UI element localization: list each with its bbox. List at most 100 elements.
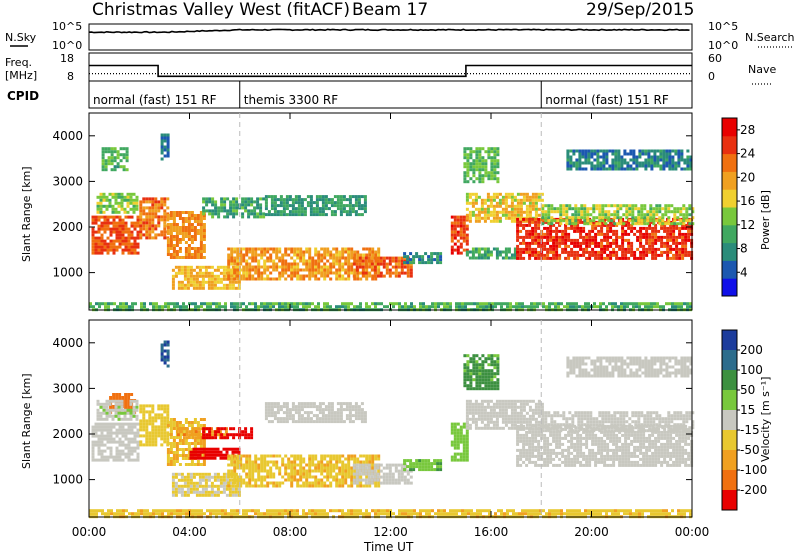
range-gate-cell — [228, 283, 232, 287]
range-gate-cell — [196, 214, 200, 217]
range-gate-cell — [593, 158, 597, 162]
range-gate-cell — [308, 481, 312, 485]
range-gate-cell — [684, 223, 688, 227]
range-gate-cell — [172, 463, 176, 466]
range-gate-cell — [356, 484, 360, 488]
range-gate-cell — [681, 223, 685, 227]
range-gate-cell — [662, 305, 665, 309]
range-gate-cell — [225, 478, 229, 482]
range-gate-cell — [248, 469, 252, 473]
range-gate-cell — [534, 226, 538, 230]
range-gate-cell — [210, 265, 214, 269]
range-gate-cell — [675, 241, 679, 245]
range-gate-cell — [666, 250, 670, 254]
range-gate-cell — [338, 481, 342, 485]
range-gate-cell — [657, 253, 661, 257]
range-gate-cell — [166, 142, 170, 146]
range-gate-cell — [486, 207, 490, 211]
range-gate-cell — [151, 212, 155, 216]
range-gate-cell — [291, 207, 295, 211]
range-gate-cell — [287, 305, 290, 309]
range-gate-cell — [620, 305, 623, 309]
range-gate-cell — [100, 458, 104, 462]
range-gate-cell — [247, 200, 251, 204]
range-gate-cell — [541, 222, 545, 226]
range-gate-cell — [465, 195, 469, 199]
range-gate-cell — [623, 161, 627, 165]
range-gate-cell — [160, 157, 164, 161]
range-gate-cell — [272, 472, 276, 476]
range-gate-cell — [493, 168, 497, 172]
range-gate-cell — [338, 466, 342, 470]
range-gate-cell — [183, 283, 187, 287]
range-gate-cell — [645, 226, 649, 230]
range-gate-cell — [166, 442, 170, 445]
range-gate-cell — [197, 436, 201, 440]
range-gate-cell — [233, 277, 237, 281]
range-gate-cell — [552, 229, 556, 233]
range-gate-cell — [262, 197, 266, 201]
range-gate-cell — [299, 469, 303, 473]
range-gate-cell — [418, 261, 422, 265]
range-gate-cell — [290, 484, 294, 488]
range-gate-cell — [263, 454, 267, 458]
range-gate-cell — [177, 487, 181, 491]
range-gate-cell — [668, 167, 672, 171]
range-gate-cell — [385, 268, 389, 272]
range-gate-cell — [145, 233, 149, 237]
range-gate-cell — [478, 147, 482, 151]
range-gate-cell — [495, 213, 499, 217]
range-gate-cell — [555, 241, 559, 245]
range-gate-cell — [290, 454, 294, 458]
range-gate-cell — [166, 421, 170, 424]
range-gate-cell — [207, 271, 211, 275]
range-gate-cell — [305, 268, 309, 272]
range-gate-cell — [492, 216, 496, 220]
range-gate-cell — [99, 198, 103, 202]
range-gate-cell — [100, 449, 104, 453]
range-gate-cell — [181, 238, 185, 241]
range-gate-cell — [341, 305, 344, 309]
range-gate-cell — [549, 235, 553, 239]
range-gate-cell — [628, 207, 632, 211]
range-gate-cell — [665, 149, 669, 153]
range-gate-cell — [275, 250, 279, 254]
range-gate-cell — [163, 425, 167, 429]
range-gate-cell — [584, 302, 587, 306]
range-gate-cell — [104, 147, 108, 151]
range-gate-cell — [163, 440, 167, 444]
range-gate-cell — [211, 209, 215, 213]
range-gate-cell — [284, 259, 288, 263]
range-gate-cell — [534, 213, 538, 217]
range-gate-cell — [216, 472, 220, 476]
range-gate-cell — [124, 248, 128, 252]
range-gate-cell — [321, 207, 325, 211]
range-gate-cell — [360, 204, 364, 208]
range-gate-cell — [320, 256, 324, 260]
range-gate-cell — [222, 268, 226, 272]
range-gate-cell — [270, 198, 274, 202]
range-gate-cell — [341, 277, 345, 281]
range-gate-cell — [672, 226, 676, 230]
power-colorbar-tick-label: 20 — [740, 170, 755, 184]
range-gate-cell — [388, 271, 392, 275]
range-gate-cell — [214, 436, 218, 440]
range-gate-cell — [632, 305, 635, 309]
range-gate-cell — [133, 434, 137, 438]
range-gate-cell — [308, 253, 312, 257]
range-gate-cell — [433, 258, 437, 262]
range-gate-cell — [474, 213, 478, 217]
range-gate-cell — [245, 481, 249, 485]
range-gate-cell — [608, 164, 612, 168]
range-gate-cell — [198, 475, 202, 479]
range-gate-cell — [300, 213, 304, 217]
range-gate-cell — [518, 305, 521, 309]
range-gate-cell — [109, 227, 113, 231]
range-gate-cell — [364, 256, 368, 260]
range-gate-cell — [187, 235, 191, 238]
range-gate-cell — [232, 206, 236, 210]
range-gate-cell — [585, 247, 589, 251]
range-gate-cell — [202, 418, 206, 421]
range-gate-cell — [130, 245, 134, 249]
range-gate-cell — [180, 268, 184, 272]
